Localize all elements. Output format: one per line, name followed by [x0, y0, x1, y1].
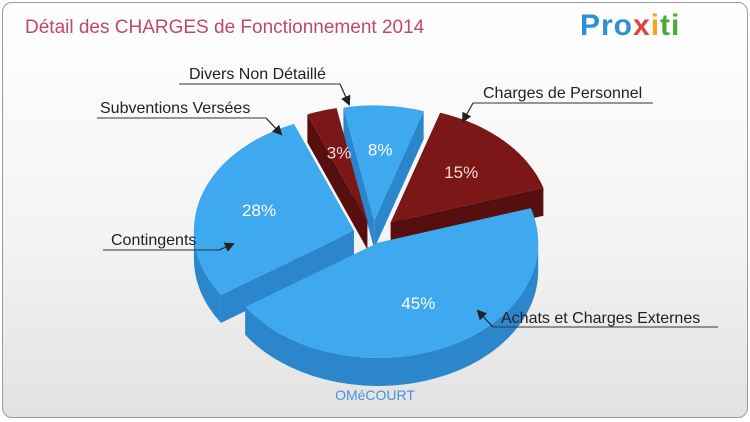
- callout-arrow: [218, 242, 235, 252]
- slice-category-label: Divers Non Détaillé: [189, 66, 326, 83]
- slice-percent-label: 3%: [327, 144, 352, 163]
- slice-percent-label: 45%: [401, 294, 435, 313]
- slice-side-wall: [307, 114, 368, 250]
- logo-part-3: i: [650, 9, 661, 42]
- slice-side-wall: [374, 111, 424, 249]
- slice-percent-label: 8%: [368, 140, 393, 159]
- pie-percent-labels: 15% 45% 28% 3% 8%: [242, 140, 478, 313]
- callout-arrow: [339, 83, 351, 106]
- slice-category-label: Subventions Versées: [100, 100, 250, 117]
- slice-percent-label: 15%: [444, 163, 478, 182]
- logo-part-2: x: [633, 9, 651, 42]
- pie-chart: 15% 45% 28% 3% 8% Charges de Personnel Achats…: [97, 66, 718, 386]
- slice-side-outer: [193, 230, 221, 323]
- callout-arrow: [476, 309, 494, 328]
- pie-tops: [193, 105, 544, 358]
- slice-side-wall: [220, 230, 354, 323]
- slice-category-label: Contingents: [111, 232, 196, 249]
- callout-arrow: [462, 102, 474, 123]
- proxiti-logo: Proxiti: [580, 9, 680, 43]
- pie-callouts: Charges de Personnel Achats et Charges Ex…: [97, 66, 718, 328]
- pie-slice: [245, 208, 539, 358]
- slice-side-outer: [245, 242, 539, 386]
- commune-name: OMéCOURT: [335, 387, 415, 403]
- logo-part-1: Pro: [580, 9, 634, 42]
- pie-slice: [390, 112, 544, 223]
- pie-slice: [307, 108, 368, 222]
- pie-slice: [193, 123, 354, 295]
- slice-category-label: Charges de Personnel: [483, 85, 642, 102]
- logo-part-4: ti: [660, 9, 681, 42]
- chart-title: Détail des CHARGES de Fonctionnement 201…: [25, 17, 425, 38]
- slice-side-wall: [343, 107, 375, 249]
- slice-percent-label: 28%: [242, 201, 276, 220]
- callout-arrow: [265, 117, 283, 136]
- pie-slice: [343, 105, 424, 221]
- slice-category-label: Achats et Charges Externes: [501, 310, 700, 327]
